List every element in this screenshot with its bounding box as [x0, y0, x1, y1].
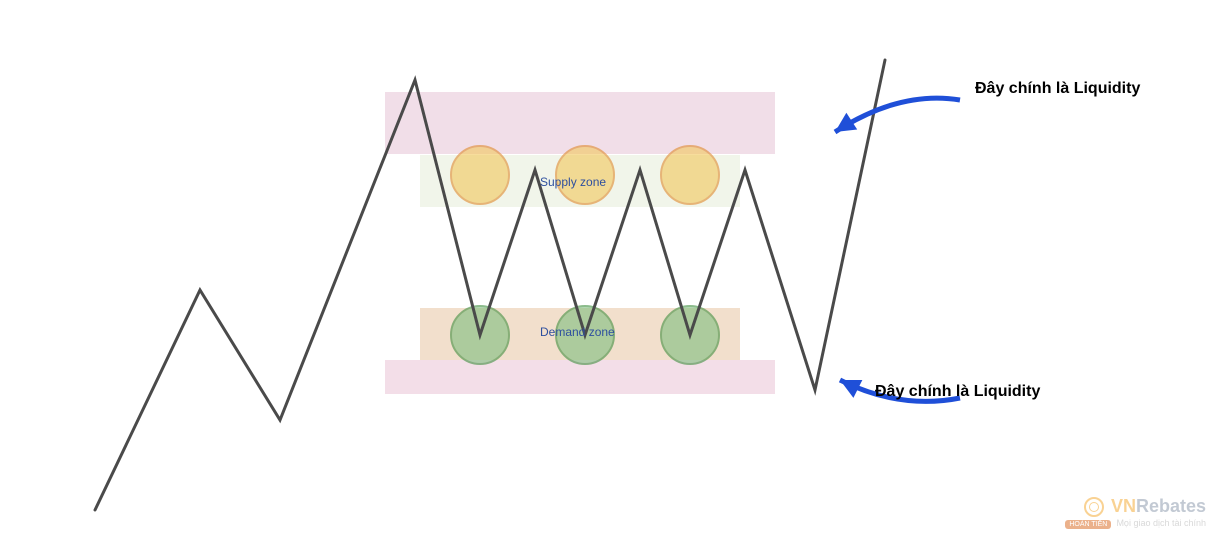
watermark-logo: VNRebates HOÀN TIỀN Mọi giao dịch tài ch…: [1065, 496, 1206, 529]
liquidity-annotation-bottom: Đây chính là Liquidity: [875, 383, 1040, 401]
watermark-brand-rest: Rebates: [1136, 496, 1206, 516]
liquidity-annotation-top: Đây chính là Liquidity: [975, 80, 1140, 98]
diagram-canvas: Supply zone Demand zone Đây chính là Liq…: [0, 0, 1224, 547]
watermark-tagline: Mọi giao dịch tài chính: [1116, 518, 1206, 528]
watermark-brand-v: VN: [1111, 496, 1136, 516]
demand-zone-label: Demand zone: [540, 325, 615, 339]
watermark-globe-icon: [1084, 497, 1104, 517]
supply-zone-label: Supply zone: [540, 175, 606, 189]
price-line: [95, 60, 885, 510]
watermark-badge: HOÀN TIỀN: [1065, 520, 1111, 529]
